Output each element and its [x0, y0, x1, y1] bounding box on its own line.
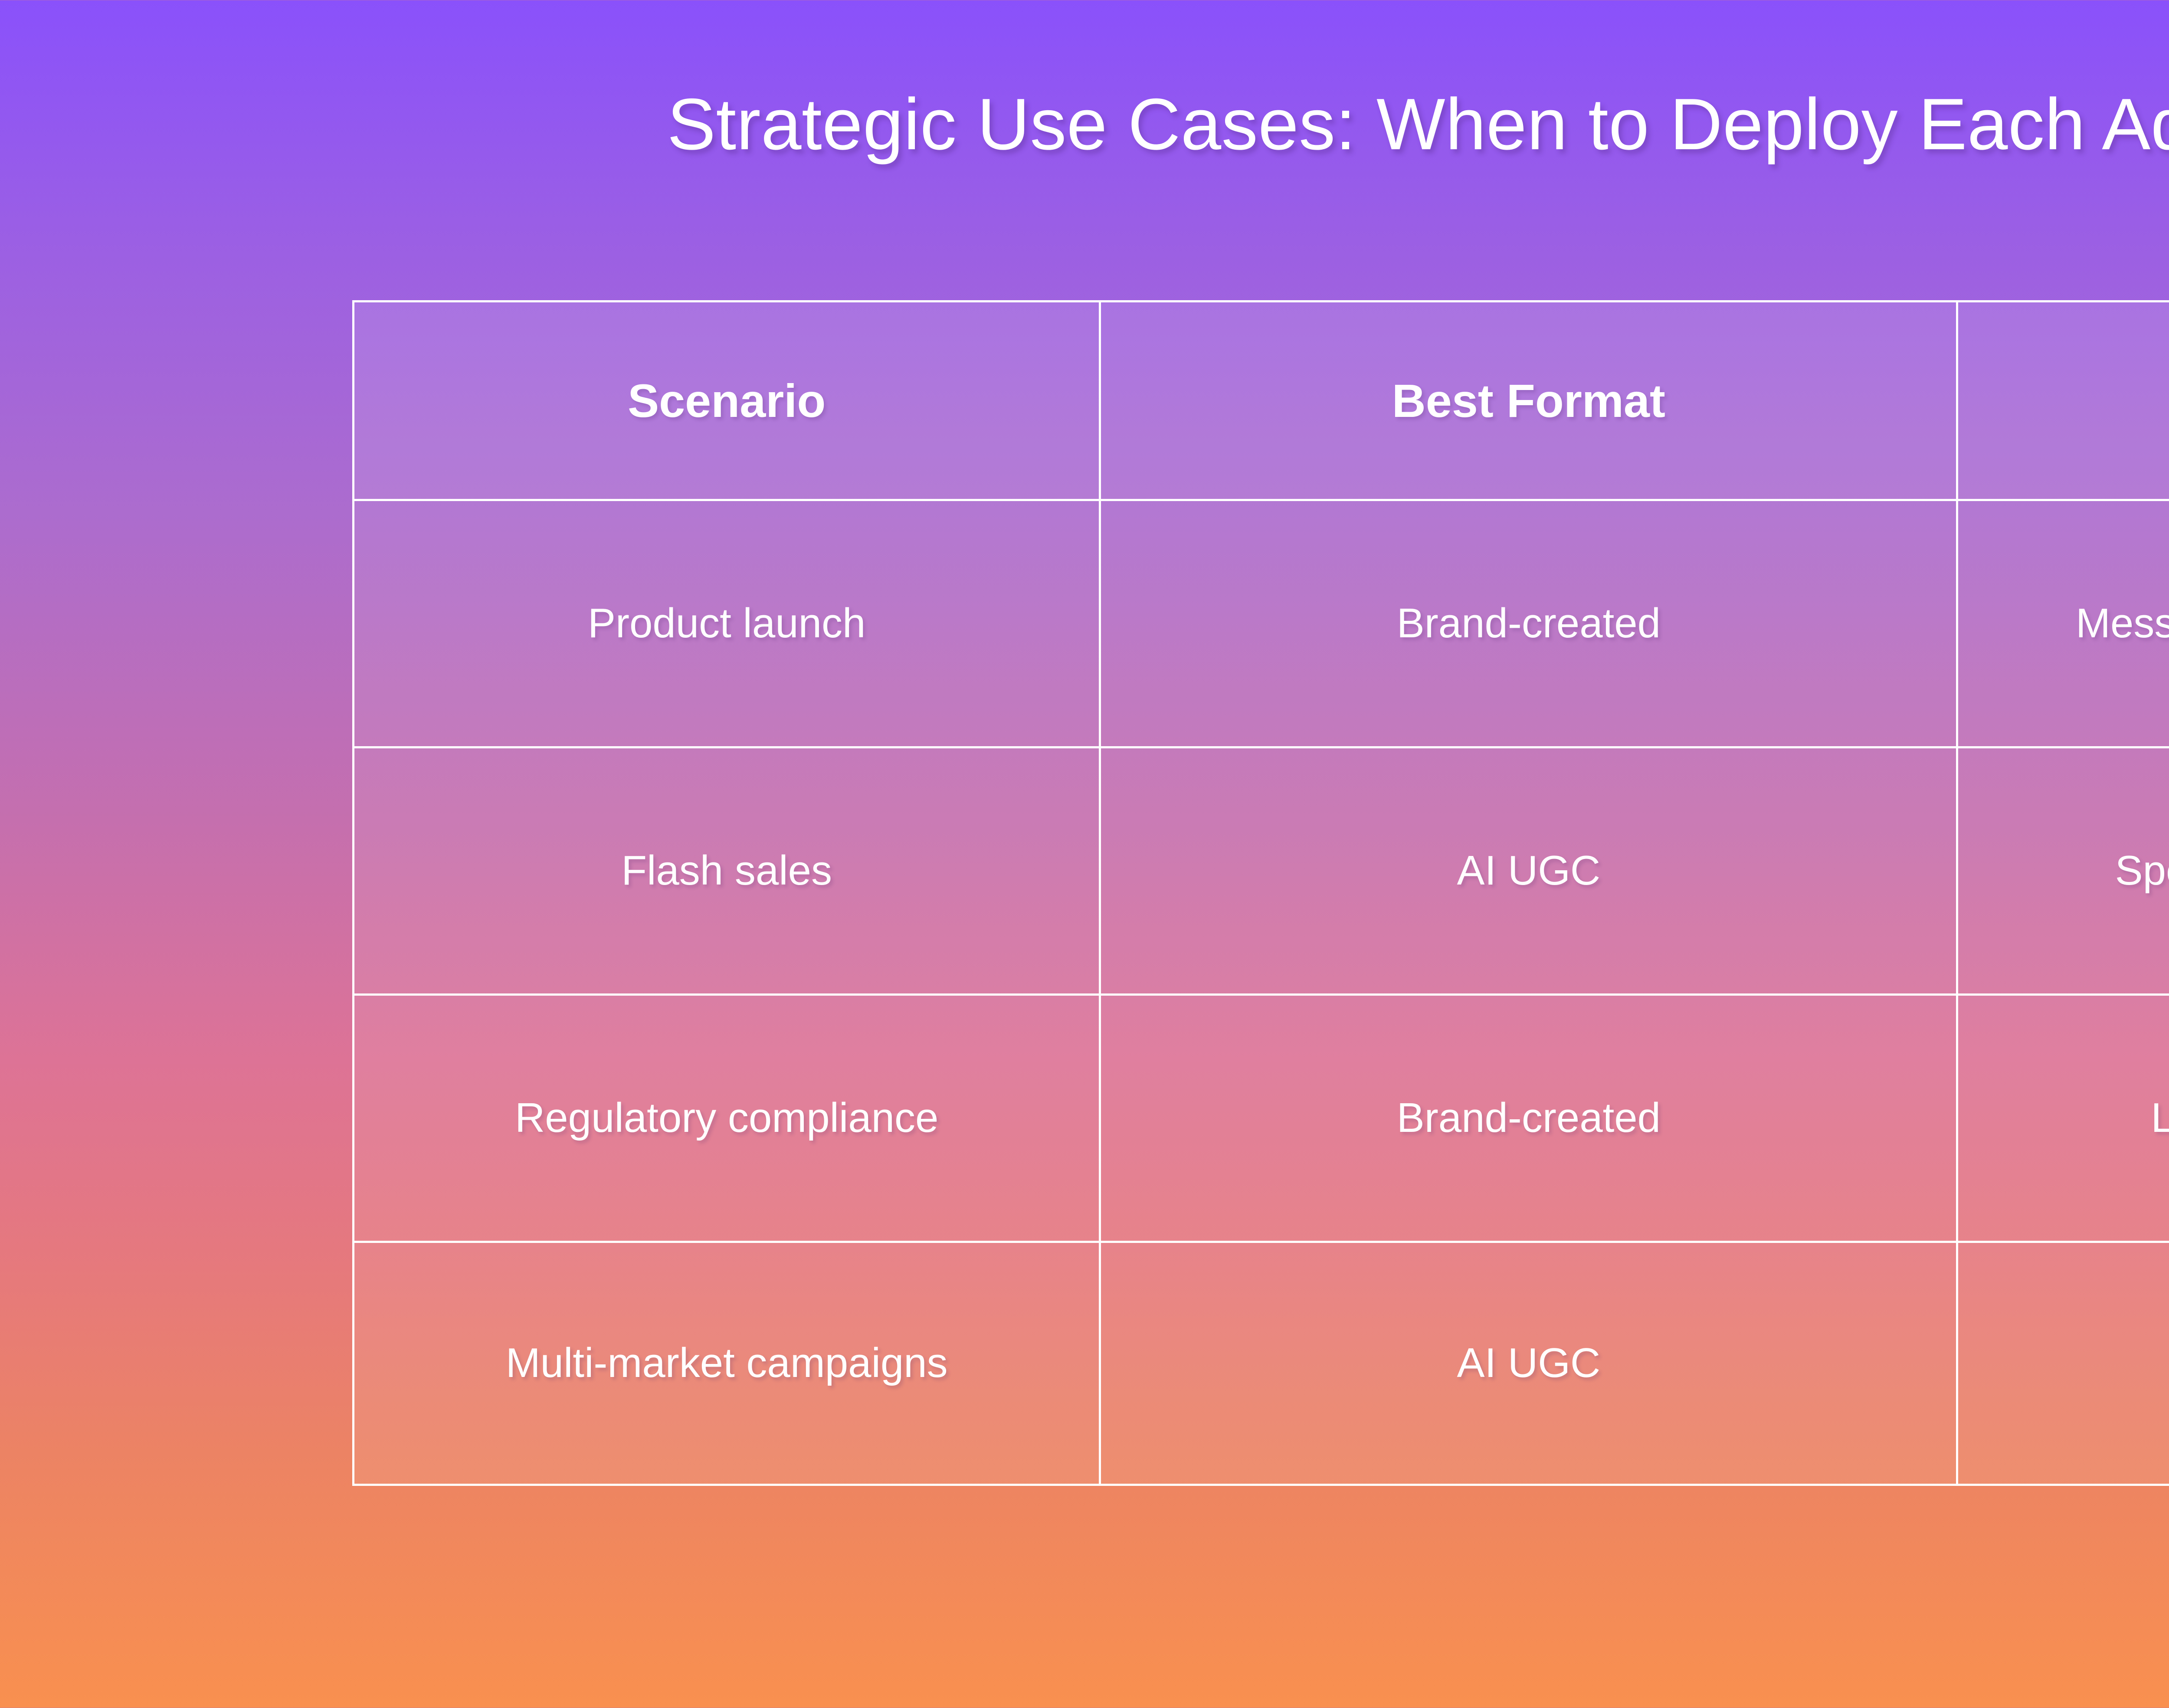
cell-scenario-text: Product launch [587, 600, 866, 647]
cell-key-benefit-text: Message precision and quality [2075, 600, 2169, 647]
cell-key-benefit-text: Localization at scale [1976, 1337, 2169, 1390]
table-header: Scenario Best Format Key Benefit [352, 300, 2169, 501]
cell-scenario: Product launch [352, 499, 1101, 748]
cell-best-format: Brand-created [1099, 993, 1959, 1243]
column-header-key-benefit-label: Key Benefit [1976, 373, 2169, 429]
cell-best-format: AI UGC [1099, 746, 1959, 996]
cell-best-format-text: Brand-created [1396, 1095, 1661, 1141]
table-header-row: Scenario Best Format Key Benefit [352, 300, 2169, 501]
cell-key-benefit-text: Legal approval control [2151, 1095, 2169, 1141]
page-title: Strategic Use Cases: When to Deploy Each… [667, 83, 2169, 165]
use-case-table-container: Scenario Best Format Key Benefit Product… [352, 300, 2169, 1486]
cell-scenario-text: Flash sales [621, 847, 832, 894]
cell-best-format: Brand-created [1099, 499, 1959, 748]
column-header-best-format: Best Format [1099, 300, 1959, 501]
cell-best-format-text: AI UGC [1457, 1340, 1601, 1387]
cell-key-benefit: Localization at scale [1956, 1241, 2169, 1486]
cell-scenario-text: Multi-market campaigns [505, 1340, 948, 1387]
cell-best-format: AI UGC [1099, 1241, 1959, 1486]
cell-key-benefit: Message precision and quality [1956, 499, 2169, 748]
table-body: Product launch Brand-created Message pre… [352, 499, 2169, 1486]
table-row: Product launch Brand-created Message pre… [352, 499, 2169, 748]
table-row: Flash sales AI UGC Speed and volume test… [352, 746, 2169, 996]
table-row: Multi-market campaigns AI UGC Localizati… [352, 1241, 2169, 1486]
cell-scenario: Flash sales [352, 746, 1101, 996]
cell-key-benefit: Legal approval control [1956, 993, 2169, 1243]
table-row: Regulatory compliance Brand-created Lega… [352, 993, 2169, 1243]
use-case-table: Scenario Best Format Key Benefit Product… [352, 300, 2169, 1486]
cell-scenario: Multi-market campaigns [352, 1241, 1101, 1486]
column-header-scenario: Scenario [352, 300, 1101, 501]
column-header-best-format-label: Best Format [1392, 374, 1665, 427]
column-header-scenario-label: Scenario [628, 374, 826, 427]
cell-key-benefit-text: Speed and volume testing [2115, 847, 2169, 894]
cell-scenario: Regulatory compliance [352, 993, 1101, 1243]
column-header-key-benefit: Key Benefit [1956, 300, 2169, 501]
cell-best-format-text: AI UGC [1457, 847, 1601, 894]
cell-best-format-text: Brand-created [1396, 600, 1661, 647]
cell-scenario-text: Regulatory compliance [514, 1095, 939, 1141]
cell-key-benefit: Speed and volume testing [1956, 746, 2169, 996]
